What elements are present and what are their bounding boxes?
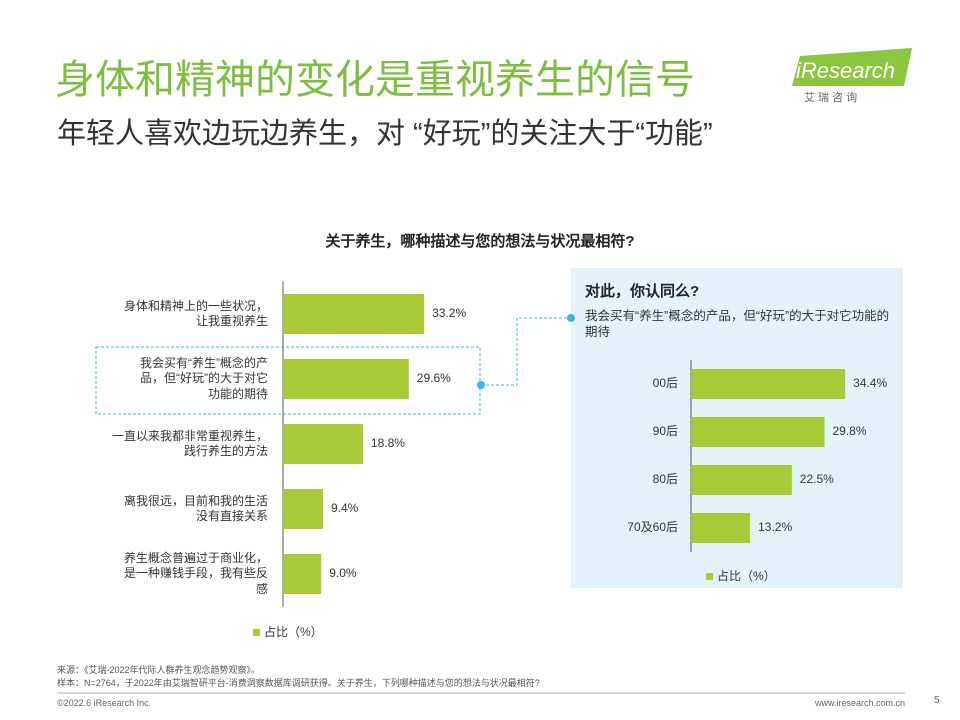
logo-shape	[792, 48, 912, 86]
legend-swatch	[706, 573, 713, 580]
subtitle: 年轻人喜欢边玩边养生，对 “好玩”的关注大于“功能”	[57, 118, 713, 150]
category-label: 身体和精神上的一些状况， 让我重视养生	[123, 298, 268, 329]
value-label: 33.2%	[432, 306, 467, 320]
value-label: 29.6%	[416, 371, 451, 385]
category-label: 70及60后	[627, 520, 678, 534]
title: 身体和精神的变化是重视养生的信号	[55, 58, 695, 102]
bar	[691, 465, 792, 495]
highlight-box	[95, 346, 481, 415]
category-label: 80后	[652, 472, 678, 486]
value-label: 9.4%	[330, 501, 359, 515]
chart-title: 关于养生，哪种描述与您的想法与状况最相符?	[325, 233, 635, 250]
bar	[691, 513, 751, 543]
category-label: 养生概念普遍过于商业化， 是一种赚钱手段，我有些反 感	[123, 550, 268, 596]
logo-tagline: 艾 瑞 咨 询	[804, 92, 858, 104]
bar	[283, 294, 425, 334]
bar	[283, 489, 323, 529]
legend-label: 占比（%）	[717, 569, 776, 583]
value-label: 18.8%	[370, 436, 405, 450]
bar	[691, 417, 825, 447]
category-label: 90后	[652, 424, 678, 438]
chart-title: 对此，你认同么?	[585, 283, 700, 300]
bar	[283, 424, 363, 464]
category-label: 我会买有“养生”概念的产 品，但“好玩”的大于对它 功能的期待	[140, 355, 268, 401]
chart-subtitle: 我会买有“养生”概念的产品，但“好玩”的大于对它功能的期待	[585, 309, 890, 340]
value-label: 22.5%	[799, 472, 834, 486]
bar	[691, 369, 846, 399]
legend-label: 占比（%）	[264, 625, 323, 639]
website: www.iresearch.com.cn	[814, 698, 905, 708]
bar	[283, 554, 322, 594]
category-label: 一直以来我都非常重视养生， 践行养生的方法	[111, 428, 268, 459]
value-label: 29.8%	[832, 424, 867, 438]
connector-dot	[477, 381, 485, 389]
source: 来源：《艾瑞-2022年代际人群养生观念趋势观察》。	[57, 665, 261, 675]
bar	[283, 359, 409, 399]
value-label: 34.4%	[853, 376, 888, 390]
sample: 样本：N=2764，于2022年由艾瑞智研平台-消费洞察数据库调研获得。关于养生…	[57, 678, 540, 688]
value-label: 9.0%	[329, 566, 357, 580]
page-number: 5	[934, 695, 940, 706]
value-label: 13.2%	[758, 520, 793, 534]
connector	[481, 317, 571, 386]
connector-dot	[567, 314, 575, 322]
logo-name: iResearch	[796, 58, 896, 83]
legend-swatch	[253, 629, 260, 636]
copyright: ©2022.6 iResearch Inc.	[57, 698, 152, 708]
category-label: 离我很远，目前和我的生活 没有直接关系	[123, 493, 268, 524]
category-label: 00后	[652, 376, 678, 390]
